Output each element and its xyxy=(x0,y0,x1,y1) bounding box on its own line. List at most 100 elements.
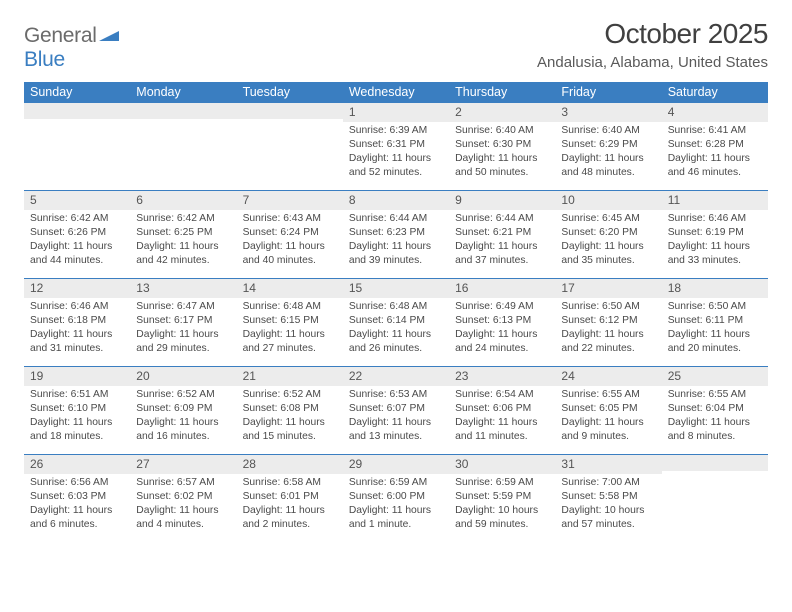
sunset-text: Sunset: 6:30 PM xyxy=(455,138,551,152)
day-number xyxy=(237,103,343,119)
daylight-text: Daylight: 11 hours and 50 minutes. xyxy=(455,152,551,180)
sunrise-text: Sunrise: 6:48 AM xyxy=(349,300,445,314)
sunset-text: Sunset: 5:58 PM xyxy=(561,490,657,504)
day-number: 31 xyxy=(555,455,661,474)
daylight-text: Daylight: 11 hours and 18 minutes. xyxy=(30,416,126,444)
calendar-day-cell xyxy=(237,103,343,191)
calendar-week-row: 1Sunrise: 6:39 AMSunset: 6:31 PMDaylight… xyxy=(24,103,768,191)
sunset-text: Sunset: 6:23 PM xyxy=(349,226,445,240)
day-number: 9 xyxy=(449,191,555,210)
day-info: Sunrise: 6:48 AMSunset: 6:15 PMDaylight:… xyxy=(237,298,343,358)
day-number xyxy=(24,103,130,119)
daylight-text: Daylight: 10 hours and 59 minutes. xyxy=(455,504,551,532)
calendar-day-cell: 6Sunrise: 6:42 AMSunset: 6:25 PMDaylight… xyxy=(130,191,236,279)
daylight-text: Daylight: 11 hours and 15 minutes. xyxy=(243,416,339,444)
weekday-header: Tuesday xyxy=(237,82,343,103)
sunrise-text: Sunrise: 6:59 AM xyxy=(455,476,551,490)
day-info: Sunrise: 6:44 AMSunset: 6:21 PMDaylight:… xyxy=(449,210,555,270)
daylight-text: Daylight: 11 hours and 24 minutes. xyxy=(455,328,551,356)
day-info: Sunrise: 6:58 AMSunset: 6:01 PMDaylight:… xyxy=(237,474,343,534)
daylight-text: Daylight: 11 hours and 22 minutes. xyxy=(561,328,657,356)
day-info: Sunrise: 6:49 AMSunset: 6:13 PMDaylight:… xyxy=(449,298,555,358)
sunset-text: Sunset: 6:00 PM xyxy=(349,490,445,504)
day-number: 19 xyxy=(24,367,130,386)
sunrise-text: Sunrise: 6:52 AM xyxy=(243,388,339,402)
sunrise-text: Sunrise: 6:40 AM xyxy=(455,124,551,138)
day-number: 2 xyxy=(449,103,555,122)
calendar-day-cell: 20Sunrise: 6:52 AMSunset: 6:09 PMDayligh… xyxy=(130,367,236,455)
day-number: 23 xyxy=(449,367,555,386)
calendar-day-cell: 16Sunrise: 6:49 AMSunset: 6:13 PMDayligh… xyxy=(449,279,555,367)
calendar-day-cell: 9Sunrise: 6:44 AMSunset: 6:21 PMDaylight… xyxy=(449,191,555,279)
sunrise-text: Sunrise: 6:45 AM xyxy=(561,212,657,226)
sunrise-text: Sunrise: 6:55 AM xyxy=(668,388,764,402)
calendar-day-cell: 10Sunrise: 6:45 AMSunset: 6:20 PMDayligh… xyxy=(555,191,661,279)
sunrise-text: Sunrise: 6:40 AM xyxy=(561,124,657,138)
sunset-text: Sunset: 6:07 PM xyxy=(349,402,445,416)
daylight-text: Daylight: 11 hours and 27 minutes. xyxy=(243,328,339,356)
sunset-text: Sunset: 6:10 PM xyxy=(30,402,126,416)
day-number: 17 xyxy=(555,279,661,298)
logo: General Blue xyxy=(24,24,119,72)
day-number: 12 xyxy=(24,279,130,298)
day-info: Sunrise: 6:59 AMSunset: 5:59 PMDaylight:… xyxy=(449,474,555,534)
calendar-day-cell xyxy=(24,103,130,191)
day-number xyxy=(662,455,768,471)
sunset-text: Sunset: 6:17 PM xyxy=(136,314,232,328)
daylight-text: Daylight: 11 hours and 8 minutes. xyxy=(668,416,764,444)
daylight-text: Daylight: 11 hours and 39 minutes. xyxy=(349,240,445,268)
sunrise-text: Sunrise: 6:46 AM xyxy=(30,300,126,314)
sunrise-text: Sunrise: 6:48 AM xyxy=(243,300,339,314)
day-number: 6 xyxy=(130,191,236,210)
calendar-body: 1Sunrise: 6:39 AMSunset: 6:31 PMDaylight… xyxy=(24,103,768,543)
daylight-text: Daylight: 11 hours and 9 minutes. xyxy=(561,416,657,444)
day-info: Sunrise: 6:43 AMSunset: 6:24 PMDaylight:… xyxy=(237,210,343,270)
sunset-text: Sunset: 6:13 PM xyxy=(455,314,551,328)
sunset-text: Sunset: 6:02 PM xyxy=(136,490,232,504)
day-number: 11 xyxy=(662,191,768,210)
weekday-header: Sunday xyxy=(24,82,130,103)
weekday-header: Wednesday xyxy=(343,82,449,103)
day-number: 14 xyxy=(237,279,343,298)
calendar-day-cell: 27Sunrise: 6:57 AMSunset: 6:02 PMDayligh… xyxy=(130,455,236,543)
weekday-header: Monday xyxy=(130,82,236,103)
calendar-page: General Blue October 2025 Andalusia, Ala… xyxy=(0,0,792,553)
day-info: Sunrise: 6:39 AMSunset: 6:31 PMDaylight:… xyxy=(343,122,449,182)
sunrise-text: Sunrise: 6:50 AM xyxy=(668,300,764,314)
logo-text: General Blue xyxy=(24,24,119,72)
sunset-text: Sunset: 6:06 PM xyxy=(455,402,551,416)
calendar-table: Sunday Monday Tuesday Wednesday Thursday… xyxy=(24,82,768,543)
daylight-text: Daylight: 11 hours and 40 minutes. xyxy=(243,240,339,268)
sunrise-text: Sunrise: 6:55 AM xyxy=(561,388,657,402)
sunrise-text: Sunrise: 6:42 AM xyxy=(136,212,232,226)
header: General Blue October 2025 Andalusia, Ala… xyxy=(24,18,768,72)
sunrise-text: Sunrise: 6:47 AM xyxy=(136,300,232,314)
calendar-day-cell xyxy=(130,103,236,191)
day-number: 22 xyxy=(343,367,449,386)
daylight-text: Daylight: 11 hours and 35 minutes. xyxy=(561,240,657,268)
day-info: Sunrise: 6:40 AMSunset: 6:29 PMDaylight:… xyxy=(555,122,661,182)
daylight-text: Daylight: 11 hours and 37 minutes. xyxy=(455,240,551,268)
day-info: Sunrise: 7:00 AMSunset: 5:58 PMDaylight:… xyxy=(555,474,661,534)
daylight-text: Daylight: 11 hours and 20 minutes. xyxy=(668,328,764,356)
calendar-day-cell: 25Sunrise: 6:55 AMSunset: 6:04 PMDayligh… xyxy=(662,367,768,455)
calendar-week-row: 12Sunrise: 6:46 AMSunset: 6:18 PMDayligh… xyxy=(24,279,768,367)
day-number: 21 xyxy=(237,367,343,386)
title-block: October 2025 Andalusia, Alabama, United … xyxy=(537,18,768,71)
daylight-text: Daylight: 11 hours and 4 minutes. xyxy=(136,504,232,532)
calendar-week-row: 26Sunrise: 6:56 AMSunset: 6:03 PMDayligh… xyxy=(24,455,768,543)
calendar-week-row: 19Sunrise: 6:51 AMSunset: 6:10 PMDayligh… xyxy=(24,367,768,455)
sunset-text: Sunset: 6:03 PM xyxy=(30,490,126,504)
calendar-day-cell: 5Sunrise: 6:42 AMSunset: 6:26 PMDaylight… xyxy=(24,191,130,279)
day-number: 25 xyxy=(662,367,768,386)
day-number: 28 xyxy=(237,455,343,474)
day-number: 20 xyxy=(130,367,236,386)
daylight-text: Daylight: 11 hours and 48 minutes. xyxy=(561,152,657,180)
day-info: Sunrise: 6:57 AMSunset: 6:02 PMDaylight:… xyxy=(130,474,236,534)
sunrise-text: Sunrise: 6:54 AM xyxy=(455,388,551,402)
day-number: 16 xyxy=(449,279,555,298)
logo-word-general: General xyxy=(24,24,97,47)
day-number: 13 xyxy=(130,279,236,298)
daylight-text: Daylight: 11 hours and 6 minutes. xyxy=(30,504,126,532)
daylight-text: Daylight: 11 hours and 31 minutes. xyxy=(30,328,126,356)
